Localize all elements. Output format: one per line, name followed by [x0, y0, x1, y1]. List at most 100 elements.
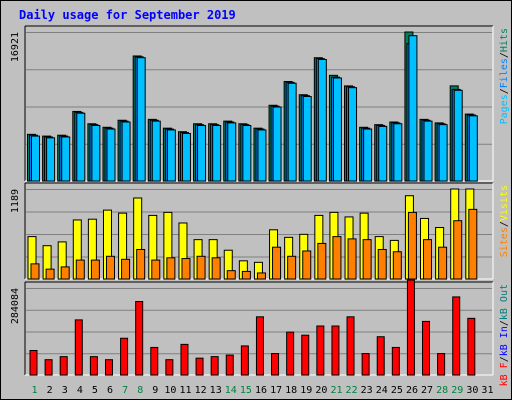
- day-label-8: 8: [137, 385, 143, 396]
- bar-pages-day-2: [46, 137, 56, 182]
- bar-sites-day-11: [181, 258, 191, 280]
- day-label-5: 5: [92, 385, 98, 396]
- bar-pages-day-11: [181, 132, 191, 182]
- bar-kbf-day-14: [225, 354, 234, 376]
- bar-sites-day-12: [196, 255, 206, 280]
- day-label-19: 19: [300, 385, 312, 396]
- bar-pages-day-20: [317, 58, 327, 182]
- day-label-4: 4: [77, 385, 83, 396]
- bar-kbf-day-26: [406, 279, 415, 376]
- bar-sites-day-16: [256, 272, 266, 280]
- bar-pages-day-29: [453, 89, 463, 182]
- day-label-3: 3: [62, 385, 68, 396]
- bar-kbf-day-2: [44, 359, 53, 376]
- bar-sites-day-9: [151, 259, 161, 280]
- bar-pages-day-25: [393, 123, 403, 182]
- bar-kbf-day-23: [361, 353, 370, 376]
- bar-sites-day-20: [317, 242, 327, 280]
- legend-part-1-0: Sites: [499, 227, 510, 257]
- bar-kbf-day-1: [29, 350, 38, 376]
- bar-kbf-day-8: [135, 301, 144, 376]
- day-label-26: 26: [406, 385, 418, 396]
- day-label-27: 27: [421, 385, 433, 396]
- legend-label-0: Pages/Files/Hits: [499, 28, 510, 124]
- day-label-6: 6: [107, 385, 113, 396]
- bar-sites-day-26: [407, 211, 417, 280]
- bar-sites-day-6: [105, 255, 115, 280]
- bar-sites-day-7: [121, 258, 131, 280]
- bar-pages-day-14: [227, 122, 237, 182]
- legend-part-0-4: Hits: [499, 28, 510, 52]
- bar-kbf-day-24: [376, 336, 385, 376]
- bar-pages-day-30: [468, 115, 478, 182]
- bar-sites-day-2: [45, 268, 55, 280]
- bar-pages-day-12: [197, 125, 207, 182]
- bar-sites-day-28: [438, 246, 448, 280]
- legend-part-2-0: kB F: [499, 362, 510, 386]
- legend-part-2-4: kB Out: [499, 284, 510, 320]
- bar-kbf-day-17: [271, 353, 280, 376]
- bar-kbf-day-15: [240, 345, 249, 376]
- bar-sites-day-14: [226, 270, 236, 280]
- day-label-1: 1: [32, 385, 38, 396]
- legend-label-1: Sites/Visits: [499, 185, 510, 257]
- bar-kbf-day-22: [346, 316, 355, 376]
- bar-kbf-day-11: [180, 343, 189, 376]
- bar-sites-day-5: [90, 259, 100, 280]
- day-label-24: 24: [376, 385, 388, 396]
- bar-pages-day-26: [408, 35, 418, 182]
- day-label-17: 17: [270, 385, 282, 396]
- bar-kbf-day-18: [286, 331, 295, 376]
- bar-kbf-day-5: [89, 356, 98, 376]
- legend-part-0-2: Files: [499, 58, 510, 88]
- bar-pages-day-1: [31, 135, 40, 182]
- legend-part-0-3: /: [499, 52, 510, 58]
- bar-sites-day-4: [75, 259, 85, 280]
- bar-pages-day-13: [212, 125, 222, 182]
- day-label-31: 31: [481, 385, 493, 396]
- bar-pages-day-4: [76, 112, 86, 182]
- bar-pages-day-23: [363, 128, 373, 182]
- day-label-30: 30: [466, 385, 478, 396]
- day-label-14: 14: [225, 385, 237, 396]
- bar-sites-day-22: [347, 238, 357, 280]
- bar-sites-day-21: [332, 236, 342, 280]
- day-label-23: 23: [361, 385, 373, 396]
- bar-kbf-day-9: [150, 346, 159, 376]
- day-label-20: 20: [315, 385, 327, 396]
- bar-sites-day-25: [392, 251, 402, 280]
- bar-pages-day-18: [287, 82, 297, 182]
- bar-sites-day-1: [30, 263, 40, 280]
- max-label-2: 284084: [10, 288, 21, 324]
- day-label-7: 7: [122, 385, 128, 396]
- day-label-12: 12: [195, 385, 207, 396]
- bar-pages-day-16: [257, 129, 267, 182]
- day-label-28: 28: [436, 385, 448, 396]
- day-label-2: 2: [47, 385, 53, 396]
- day-label-9: 9: [152, 385, 158, 396]
- bar-kbf-day-13: [210, 356, 219, 376]
- bar-pages-day-5: [91, 125, 101, 182]
- bar-sites-day-27: [423, 239, 433, 280]
- bar-pages-day-27: [423, 120, 433, 182]
- bar-sites-day-3: [60, 266, 70, 280]
- bar-kbf-day-6: [104, 359, 113, 376]
- bar-pages-day-6: [106, 128, 116, 182]
- day-label-29: 29: [451, 385, 463, 396]
- bar-pages-day-21: [332, 77, 342, 182]
- bar-pages-day-9: [151, 120, 161, 182]
- bar-kbf-day-7: [120, 337, 129, 376]
- bar-kbf-day-4: [74, 319, 83, 376]
- bar-kbf-day-27: [422, 320, 431, 376]
- bar-sites-day-18: [287, 255, 297, 280]
- bar-sites-day-10: [166, 257, 176, 280]
- bar-sites-day-29: [453, 220, 463, 280]
- bar-pages-day-7: [121, 121, 131, 182]
- legend-part-0-0: Pages: [499, 94, 510, 124]
- bar-pages-day-24: [378, 125, 388, 182]
- bar-kbf-day-30: [467, 317, 476, 376]
- day-label-13: 13: [210, 385, 222, 396]
- day-label-18: 18: [285, 385, 297, 396]
